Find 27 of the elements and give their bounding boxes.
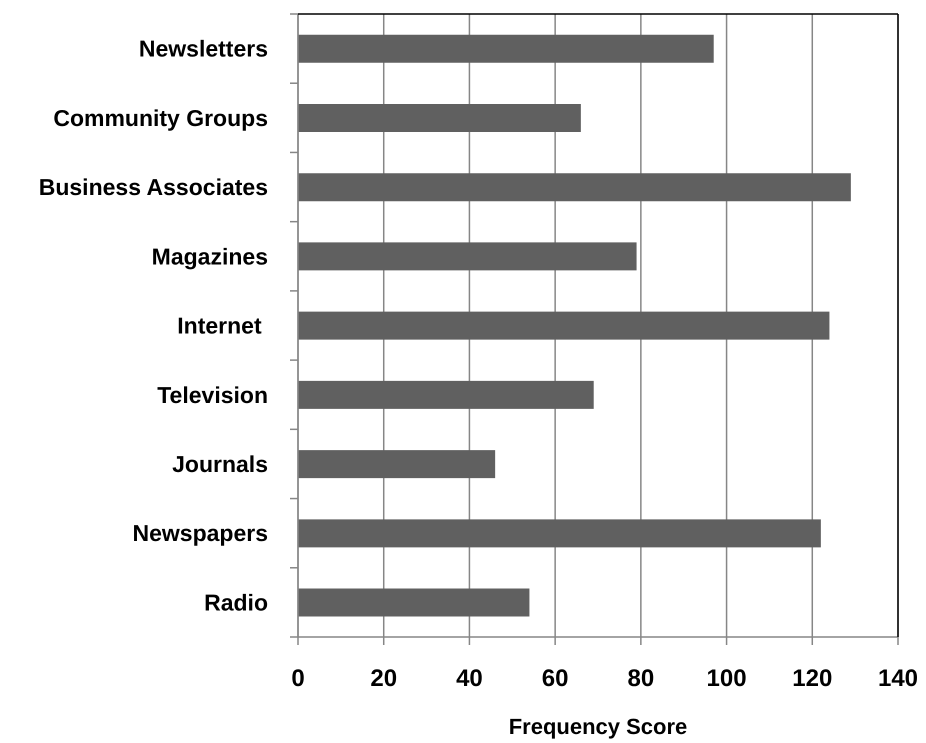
x-tick-label: 140 xyxy=(878,665,918,692)
x-tick-label: 60 xyxy=(542,665,568,692)
y-tick-label: Magazines xyxy=(152,243,268,270)
x-tick-label: 100 xyxy=(706,665,747,692)
y-tick-label: Television xyxy=(157,382,268,408)
bar xyxy=(298,519,821,548)
bar xyxy=(298,312,830,340)
y-tick-label: Radio xyxy=(204,589,268,616)
bar xyxy=(298,242,637,270)
x-axis-title: Frequency Score xyxy=(508,714,688,739)
bar xyxy=(298,104,581,132)
bar xyxy=(298,380,594,409)
bar xyxy=(298,173,851,202)
y-tick-label: Newspapers xyxy=(132,520,268,546)
y-tick-label: Newsletters xyxy=(138,36,268,62)
x-tick-label: 20 xyxy=(370,665,398,692)
bar xyxy=(298,450,496,478)
y-tick-label: Community Groups xyxy=(53,104,268,131)
y-tick-label: Internet xyxy=(177,312,268,339)
bar xyxy=(298,588,530,617)
y-tick-label: Journals xyxy=(172,450,268,477)
x-tick-label: 0 xyxy=(291,665,305,692)
x-tick-label: 120 xyxy=(792,665,832,692)
x-tick-label: 40 xyxy=(456,665,483,692)
bar xyxy=(298,34,714,63)
x-tick-label: 80 xyxy=(628,665,654,692)
y-tick-label: Business Associates xyxy=(38,174,268,200)
